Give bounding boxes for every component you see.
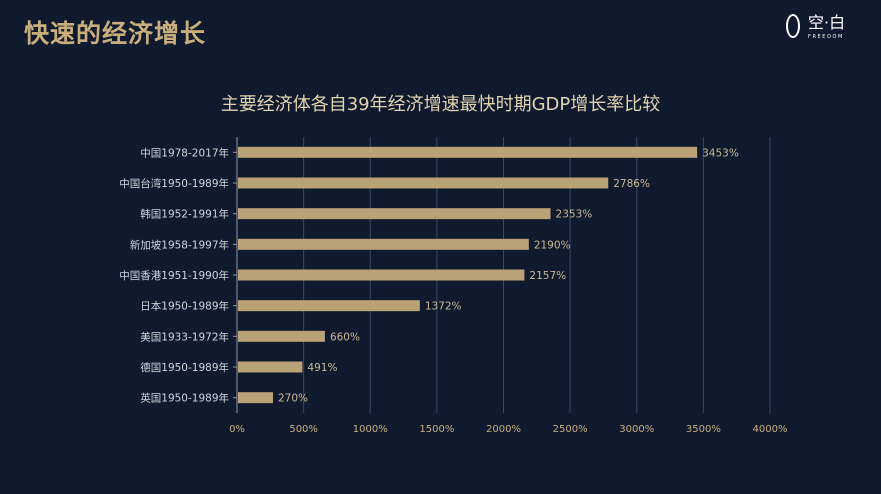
x-tick-label: 1000% <box>353 424 388 435</box>
bar <box>238 300 420 312</box>
bar <box>238 238 529 250</box>
category-label: 日本1950-1989年 <box>140 300 229 313</box>
bar <box>238 269 525 281</box>
category-label: 中国香港1951-1990年 <box>119 269 229 282</box>
category-label: 美国1933-1972年 <box>140 330 229 343</box>
data-label: 3453% <box>702 147 739 159</box>
logo-name: 空·白 <box>808 13 846 32</box>
logo-ring-icon <box>786 14 800 38</box>
x-tick-label: 1500% <box>419 424 454 435</box>
brand-logo: 空·白 FREEDOM <box>786 12 858 46</box>
data-label: 2786% <box>613 178 650 190</box>
slide-title: 快速的经济增长 <box>24 19 207 48</box>
chart-title: 主要经济体各自39年经济增速最快时期GDP增长率比较 <box>220 94 661 115</box>
x-tick-label: 500% <box>289 424 318 435</box>
bar <box>238 392 273 404</box>
data-label: 2190% <box>534 239 571 251</box>
data-label: 270% <box>278 393 308 405</box>
bar <box>238 208 551 220</box>
x-tick-label: 2500% <box>553 424 588 435</box>
x-tick-label: 3000% <box>619 424 654 435</box>
data-label: 2157% <box>529 270 566 282</box>
category-label: 新加坡1958-1997年 <box>130 238 229 251</box>
bar <box>238 146 698 158</box>
data-label: 1372% <box>425 301 462 313</box>
data-label: 491% <box>307 362 337 374</box>
bar <box>238 361 303 373</box>
category-label: 中国台湾1950-1989年 <box>119 177 229 190</box>
x-tick-label: 3500% <box>686 424 721 435</box>
category-label: 韩国1952-1991年 <box>140 208 229 221</box>
bar <box>238 330 325 342</box>
category-label: 中国1978-2017年 <box>140 146 229 159</box>
data-label: 660% <box>330 331 360 343</box>
x-tick-label: 2000% <box>486 424 521 435</box>
bar <box>238 177 609 189</box>
x-tick-label: 0% <box>229 424 245 435</box>
logo-tagline: FREEDOM <box>808 34 844 40</box>
data-label: 2353% <box>556 209 593 221</box>
x-tick-label: 4000% <box>753 424 788 435</box>
category-label: 德国1950-1989年 <box>140 361 229 374</box>
category-label: 英国1950-1989年 <box>140 392 229 405</box>
